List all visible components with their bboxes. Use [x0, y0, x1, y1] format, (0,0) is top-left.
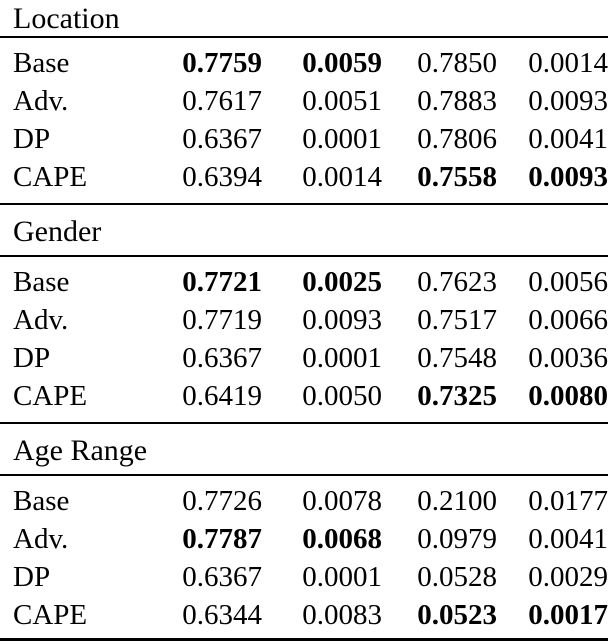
cell-value: 0.7623: [417, 266, 497, 298]
table-row: CAPE 0.6394 0.0014 0.7558 0.0093: [0, 158, 608, 196]
cell-value: 0.0080: [528, 380, 608, 412]
cell-value: 0.0036: [528, 342, 608, 374]
table-rule: [0, 36, 608, 38]
section-title-location: Location: [13, 2, 120, 35]
cell-value: 0.7759: [182, 47, 262, 79]
cell-value: 0.7617: [182, 85, 262, 117]
cell-value: 0.2100: [417, 485, 497, 517]
table-rule: [0, 474, 608, 476]
cell-value: 0.0093: [528, 161, 608, 193]
cell-value: 0.7325: [417, 380, 497, 412]
cell-value: 0.0528: [417, 561, 497, 593]
table-row: Adv. 0.7719 0.0093 0.7517 0.0066: [0, 301, 608, 339]
table-rule: [0, 203, 608, 205]
row-label: CAPE: [13, 599, 88, 631]
cell-value: 0.6367: [182, 123, 262, 155]
cell-value: 0.0083: [302, 599, 382, 631]
row-label: Adv.: [13, 85, 69, 117]
cell-value: 0.6394: [182, 161, 262, 193]
cell-value: 0.0017: [528, 599, 608, 631]
cell-value: 0.0059: [302, 47, 382, 79]
row-label: CAPE: [13, 161, 88, 193]
cell-value: 0.6367: [182, 342, 262, 374]
cell-value: 0.0093: [302, 304, 382, 336]
cell-value: 0.0066: [528, 304, 608, 336]
row-label: Base: [13, 485, 70, 517]
row-label: Base: [13, 266, 70, 298]
cell-value: 0.0014: [528, 47, 608, 79]
row-label: DP: [13, 342, 51, 374]
table-row: CAPE 0.6419 0.0050 0.7325 0.0080: [0, 377, 608, 415]
cell-value: 0.7558: [417, 161, 497, 193]
cell-value: 0.0050: [302, 380, 382, 412]
cell-value: 0.7721: [182, 266, 262, 298]
cell-value: 0.6419: [182, 380, 262, 412]
cell-value: 0.7850: [417, 47, 497, 79]
section-title-gender: Gender: [13, 215, 102, 248]
row-label: DP: [13, 561, 51, 593]
cell-value: 0.0041: [528, 523, 608, 555]
cell-value: 0.7883: [417, 85, 497, 117]
table-row: Base 0.7721 0.0025 0.7623 0.0056: [0, 263, 608, 301]
cell-value: 0.0001: [302, 342, 382, 374]
cell-value: 0.7726: [182, 485, 262, 517]
cell-value: 0.7806: [417, 123, 497, 155]
cell-value: 0.0001: [302, 123, 382, 155]
table-row: DP 0.6367 0.0001 0.0528 0.0029: [0, 558, 608, 596]
cell-value: 0.7517: [417, 304, 497, 336]
cell-value: 0.0029: [528, 561, 608, 593]
table-row: Adv. 0.7617 0.0051 0.7883 0.0093: [0, 82, 608, 120]
table-row: Adv. 0.7787 0.0068 0.0979 0.0041: [0, 520, 608, 558]
cell-value: 0.0078: [302, 485, 382, 517]
row-label: DP: [13, 123, 51, 155]
section-title-age-range: Age Range: [13, 434, 148, 467]
table-section-body: Base 0.7759 0.0059 0.7850 0.0014 Adv. 0.…: [0, 38, 608, 203]
table-row: DP 0.6367 0.0001 0.7548 0.0036: [0, 339, 608, 377]
cell-value: 0.0979: [417, 523, 497, 555]
row-label: Adv.: [13, 304, 69, 336]
table-row: DP 0.6367 0.0001 0.7806 0.0041: [0, 120, 608, 158]
cell-value: 0.0051: [302, 85, 382, 117]
cell-value: 0.7548: [417, 342, 497, 374]
table-rule: [0, 422, 608, 424]
table-bottom-rule: [0, 638, 608, 641]
cell-value: 0.0056: [528, 266, 608, 298]
cell-value: 0.0041: [528, 123, 608, 155]
cell-value: 0.0177: [528, 485, 608, 517]
row-label: Base: [13, 47, 70, 79]
table-row: Base 0.7759 0.0059 0.7850 0.0014: [0, 44, 608, 82]
cell-value: 0.6367: [182, 561, 262, 593]
table-section-body: Base 0.7726 0.0078 0.2100 0.0177 Adv. 0.…: [0, 476, 608, 638]
cell-value: 0.6344: [182, 599, 262, 631]
table-rule: [0, 255, 608, 257]
table-section-body: Base 0.7721 0.0025 0.7623 0.0056 Adv. 0.…: [0, 257, 608, 422]
cell-value: 0.0093: [528, 85, 608, 117]
cell-value: 0.0025: [302, 266, 382, 298]
cell-value: 0.0001: [302, 561, 382, 593]
table-row: CAPE 0.6344 0.0083 0.0523 0.0017: [0, 596, 608, 634]
cell-value: 0.0523: [417, 599, 497, 631]
table-row: Base 0.7726 0.0078 0.2100 0.0177: [0, 482, 608, 520]
cell-value: 0.7787: [182, 523, 262, 555]
cell-value: 0.0014: [302, 161, 382, 193]
cell-value: 0.0068: [302, 523, 382, 555]
cell-value: 0.7719: [182, 304, 262, 336]
row-label: CAPE: [13, 380, 88, 412]
row-label: Adv.: [13, 523, 69, 555]
